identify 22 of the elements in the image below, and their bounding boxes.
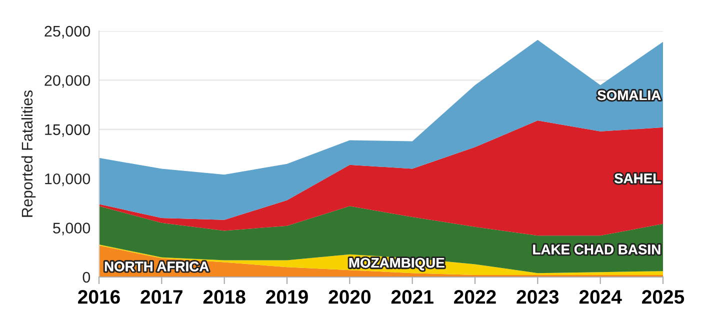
x-tick-label: 2021 xyxy=(391,290,434,304)
x-tick-label: 2023 xyxy=(516,290,559,304)
x-tick-label: 2025 xyxy=(642,290,684,304)
x-tick-label: 2022 xyxy=(454,290,496,304)
y-tick-label: 5,000 xyxy=(53,222,90,236)
y-axis-title: Reported Fatalities xyxy=(21,90,36,217)
series-label: NORTH AFRICA xyxy=(104,262,209,272)
y-tick-label: 20,000 xyxy=(44,75,90,88)
series-label: SAHEL xyxy=(614,173,661,184)
x-tick-label: 2017 xyxy=(140,290,182,304)
x-tick-label: 2019 xyxy=(266,290,308,304)
series-label: MOZAMBIQUE xyxy=(349,258,444,270)
series-label: SOMALIA xyxy=(597,90,661,100)
x-tick-label: 2024 xyxy=(579,290,622,304)
x-tick-label: 2018 xyxy=(203,290,246,304)
y-tick-label: 15,000 xyxy=(45,124,90,137)
y-tick-label: 10,000 xyxy=(45,173,90,186)
x-tick-label: 2020 xyxy=(328,290,370,304)
x-tick-label: 2016 xyxy=(78,290,120,304)
y-tick-label: 0 xyxy=(82,272,90,283)
series-label: LAKE CHAD BASIN xyxy=(533,244,660,254)
y-tick-label: 25,000 xyxy=(44,26,90,38)
